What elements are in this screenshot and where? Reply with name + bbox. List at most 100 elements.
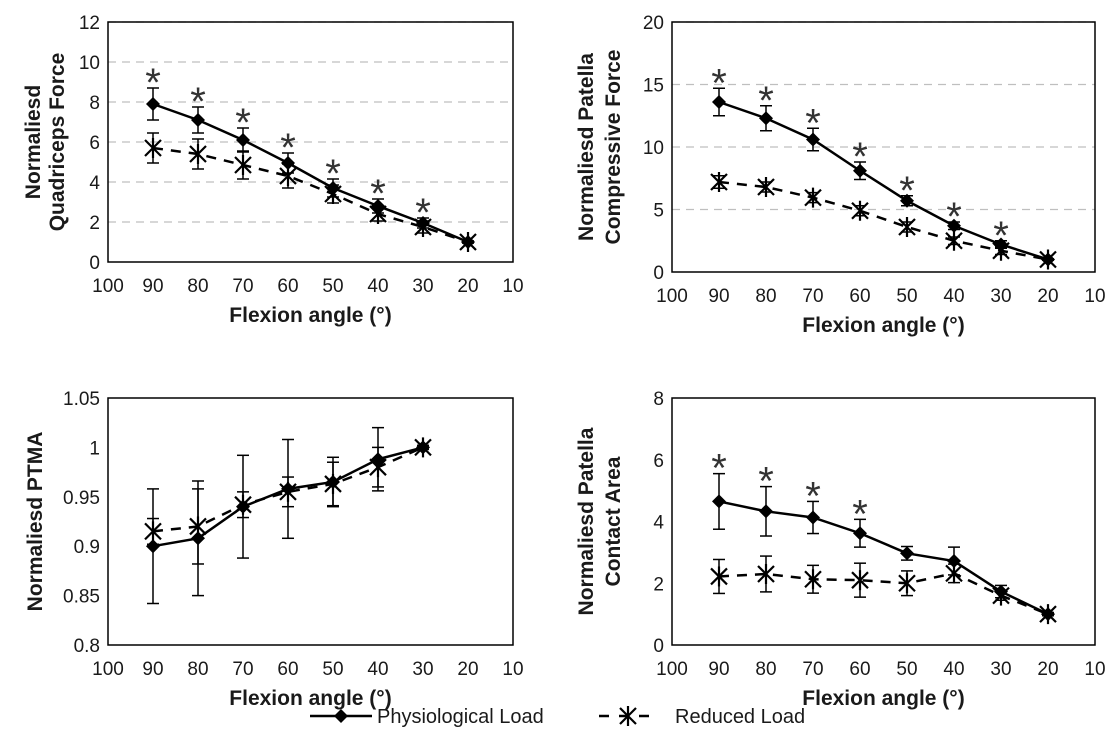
x-tick-label: 80 (755, 286, 776, 307)
y-axis-label: Normaliesd Patella (575, 427, 598, 615)
plot-frame (107, 397, 514, 646)
x-tick-label: 20 (457, 659, 478, 680)
data-point (900, 193, 914, 208)
data-point (414, 217, 432, 237)
data-point (759, 111, 773, 126)
series-line (718, 500, 1049, 616)
x-tick-label: 10 (502, 276, 523, 297)
plot-frame (671, 397, 1096, 646)
significance-marker: * (852, 135, 868, 179)
x-tick-label: 100 (92, 659, 124, 680)
significance-marker: * (711, 61, 727, 105)
data-point (236, 133, 250, 147)
series-line (718, 180, 1049, 261)
x-tick-label: 50 (322, 659, 343, 680)
y-tick-label: 20 (643, 13, 664, 34)
series-reduced (710, 555, 1057, 625)
significance-marker: * (805, 474, 821, 518)
x-tick-label: 60 (849, 286, 870, 307)
x-axis-label: Flexion angle (°) (229, 687, 391, 710)
significance-marker: * (758, 460, 774, 504)
data-point (898, 217, 916, 237)
x-tick-label: 20 (1037, 659, 1058, 680)
y-axis-label: Compressive Force (602, 50, 625, 245)
significance-marker: * (711, 447, 727, 491)
x-tick-label: 70 (232, 659, 253, 680)
series-reduced (144, 132, 477, 252)
x-tick-label: 20 (1037, 286, 1058, 307)
significance-marker: * (899, 169, 915, 213)
x-tick-label: 10 (502, 659, 523, 680)
significance-marker: * (325, 152, 341, 196)
x-tick-label: 50 (896, 286, 917, 307)
y-axis-label: Normaliesd PTMA (24, 432, 47, 612)
x-tick-label: 20 (457, 276, 478, 297)
y-tick-label: 1 (89, 438, 100, 459)
y-tick-label: 0 (89, 253, 100, 274)
x-tick-label: 40 (943, 286, 964, 307)
data-point (992, 585, 1010, 606)
series-reduced (710, 172, 1057, 270)
data-point (947, 218, 961, 233)
data-point (414, 437, 432, 458)
data-point (945, 563, 963, 584)
x-tick-label: 40 (367, 276, 388, 297)
data-point (324, 473, 342, 494)
significance-marker: * (993, 214, 1009, 258)
x-tick-label: 10 (1084, 286, 1105, 307)
y-tick-label: 0 (653, 263, 664, 284)
y-tick-label: 8 (89, 93, 100, 114)
y-tick-label: 6 (653, 451, 664, 472)
x-tick-label: 100 (656, 659, 688, 680)
data-point (898, 573, 916, 594)
x-tick-label: 100 (656, 286, 688, 307)
data-point (144, 521, 162, 542)
data-point (279, 481, 297, 502)
significance-marker: * (280, 126, 296, 170)
significance-marker: * (415, 191, 431, 235)
data-point (191, 113, 205, 127)
y-tick-label: 8 (653, 389, 664, 410)
data-point (710, 566, 728, 587)
legend-reduced-marker (619, 706, 637, 726)
data-point (851, 200, 869, 221)
series-reduced (144, 437, 432, 565)
legend-reduced-label: Reduced Load (675, 706, 805, 728)
y-tick-label: 0.95 (63, 488, 100, 509)
x-tick-label: 60 (849, 659, 870, 680)
data-point (189, 144, 207, 164)
data-point (324, 184, 342, 204)
x-axis-label: Flexion angle (°) (229, 304, 391, 327)
y-axis-label: Contact Area (602, 456, 625, 586)
y-tick-label: 12 (79, 13, 100, 34)
series-physiological (146, 426, 430, 605)
x-tick-label: 60 (277, 659, 298, 680)
x-tick-label: 90 (142, 276, 163, 297)
data-point (806, 132, 820, 147)
chart-panel-1: 0 2 4 6 8 10 12 100 90 80 70 60 50 40 30 20 10 Flexion an… (22, 13, 524, 327)
legend-physiological-label: Physiological Load (377, 706, 544, 728)
x-tick-label: 70 (802, 286, 823, 307)
significance-marker: * (145, 61, 161, 105)
legend: Physiological Load Reduced Load (310, 706, 805, 728)
data-point (759, 504, 773, 519)
y-tick-label: 0.85 (63, 587, 100, 608)
y-tick-label: 2 (89, 213, 100, 234)
data-point (189, 516, 207, 537)
data-point (710, 172, 728, 192)
chart-panel-2: 0 5 10 15 20 100 90 80 70 60 50 40 30 20 10 Flexion ang… (575, 13, 1106, 337)
data-point (234, 494, 252, 515)
y-tick-label: 0 (653, 636, 664, 657)
y-tick-label: 4 (89, 173, 100, 194)
significance-marker: * (370, 172, 386, 216)
data-point (146, 97, 160, 111)
data-point (234, 155, 252, 175)
x-tick-label: 80 (187, 659, 208, 680)
data-point (853, 526, 867, 541)
x-tick-label: 70 (802, 659, 823, 680)
chart-panel-4: 0 2 4 6 8 100 90 80 70 60 50 40 30 20 10 Flexion angle … (575, 389, 1106, 710)
x-tick-label: 30 (990, 659, 1011, 680)
data-point (806, 510, 820, 525)
data-point (712, 95, 726, 109)
